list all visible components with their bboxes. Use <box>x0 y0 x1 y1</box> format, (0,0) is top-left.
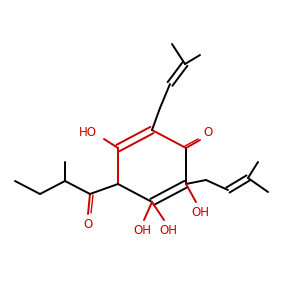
Text: OH: OH <box>133 224 151 236</box>
Text: HO: HO <box>79 127 97 140</box>
Text: O: O <box>83 218 93 230</box>
Text: O: O <box>203 127 213 140</box>
Text: OH: OH <box>159 224 177 236</box>
Text: OH: OH <box>191 206 209 218</box>
